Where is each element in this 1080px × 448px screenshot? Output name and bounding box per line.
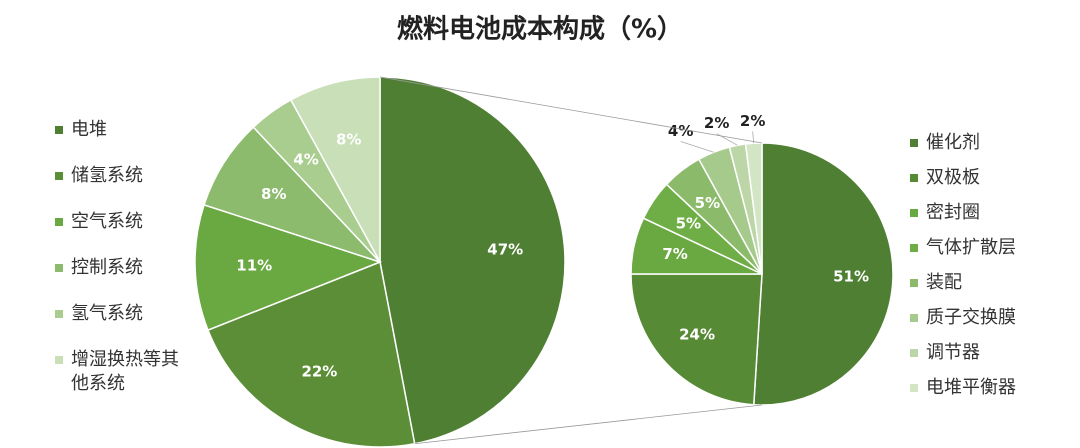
data-label: 11%	[236, 256, 272, 274]
legend-swatch	[55, 264, 63, 272]
connector-line	[414, 404, 763, 445]
legend-item: 空气系统	[55, 210, 185, 234]
legend: 催化剂双极板密封圈气体扩散层装配质子交换膜调节器电堆平衡器	[910, 131, 1070, 411]
legend-label: 质子交换膜	[926, 307, 1016, 328]
legend-item: 质子交换膜	[910, 306, 1070, 330]
legend-swatch	[910, 209, 918, 217]
legend-swatch	[55, 310, 63, 318]
legend-swatch	[55, 218, 63, 226]
legend-swatch	[910, 139, 918, 147]
legend-label: 双极板	[926, 167, 980, 188]
data-label: 2%	[740, 112, 765, 130]
legend-item: 密封圈	[910, 201, 1070, 225]
data-label: 8%	[261, 185, 286, 203]
legend-label: 电堆平衡器	[926, 377, 1016, 398]
legend-label: 催化剂	[926, 132, 980, 153]
data-label: 4%	[668, 122, 693, 140]
legend-label: 装配	[926, 272, 962, 293]
legend-label: 控制系统	[71, 257, 143, 278]
data-label: 24%	[679, 325, 715, 343]
legend-label: 气体扩散层	[926, 237, 1016, 258]
data-label: 7%	[662, 245, 687, 263]
legend-item: 控制系统	[55, 256, 185, 280]
data-label: 5%	[676, 214, 701, 232]
legend-swatch	[55, 172, 63, 180]
pie-slice	[379, 76, 566, 445]
legend-swatch	[910, 279, 918, 287]
data-label: 22%	[301, 363, 337, 381]
chart-title: 燃料电池成本构成（%）	[397, 15, 683, 45]
legend-item: 增湿换热等其他系统	[55, 348, 185, 396]
pie-slice	[752, 142, 894, 406]
legend-swatch	[55, 126, 63, 134]
leader-line	[680, 141, 714, 153]
legend-item: 双极板	[910, 166, 1070, 190]
pie-slice	[289, 76, 381, 263]
data-label: 51%	[833, 267, 869, 285]
legend-swatch	[910, 349, 918, 357]
legend-item: 电堆平衡器	[910, 376, 1070, 400]
legend-swatch	[910, 384, 918, 392]
data-label: 2%	[704, 114, 729, 132]
legend-label: 氢气系统	[71, 303, 143, 324]
data-label: 8%	[336, 131, 361, 149]
legend: 电堆储氢系统空气系统控制系统氢气系统增湿换热等其他系统	[55, 118, 185, 418]
connector-line	[379, 76, 763, 144]
data-label: 4%	[293, 151, 318, 169]
pie-slice	[630, 273, 763, 406]
legend-item: 储氢系统	[55, 164, 185, 188]
legend-label: 电堆	[71, 119, 107, 140]
legend-item: 氢气系统	[55, 302, 185, 326]
legend-label: 空气系统	[71, 211, 143, 232]
pie-slice	[194, 203, 383, 332]
legend-label: 储氢系统	[71, 165, 143, 186]
legend-label: 调节器	[926, 342, 980, 363]
legend-label: 增湿换热等其他系统	[71, 349, 179, 394]
data-label: 5%	[695, 194, 720, 212]
legend-item: 装配	[910, 271, 1070, 295]
data-label: 47%	[487, 241, 523, 259]
legend-item: 催化剂	[910, 131, 1070, 155]
legend-swatch	[910, 314, 918, 322]
legend-item: 电堆	[55, 118, 185, 142]
legend-item: 调节器	[910, 341, 1070, 365]
legend-swatch	[910, 244, 918, 252]
pie-slice	[203, 126, 381, 263]
legend-swatch	[55, 356, 63, 364]
legend-label: 密封圈	[926, 202, 980, 223]
legend-swatch	[910, 174, 918, 182]
legend-item: 气体扩散层	[910, 236, 1070, 260]
pie-slice	[207, 260, 416, 448]
